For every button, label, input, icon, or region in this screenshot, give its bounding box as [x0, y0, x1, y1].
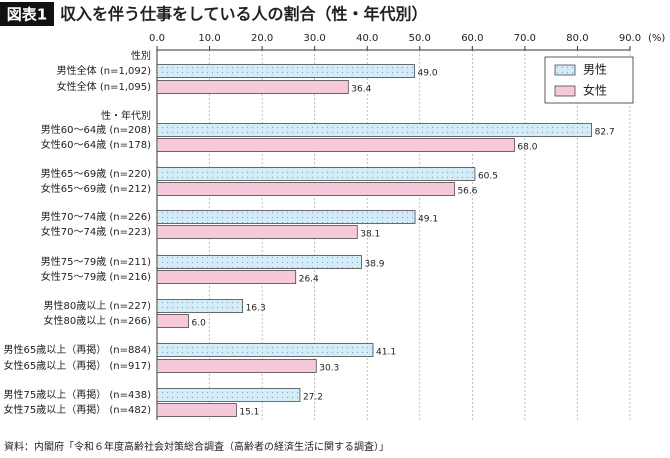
- bar: [156, 123, 592, 137]
- figure-label: 図表1: [7, 6, 47, 24]
- x-tick-label: 50.0: [409, 33, 431, 44]
- x-tick-label: 40.0: [356, 33, 378, 44]
- value-label: 16.3: [246, 304, 266, 314]
- chart-title: 収入を伴う仕事をしている人の割合（性・年代別）: [60, 5, 428, 24]
- value-label: 49.1: [418, 215, 438, 225]
- value-label: 41.1: [376, 348, 396, 358]
- group-label: 性別: [131, 49, 151, 62]
- y-tick-label: 女性全体 (n=1,095): [57, 80, 151, 93]
- value-label: 49.0: [418, 69, 438, 79]
- bar: [156, 270, 297, 284]
- legend-label: 女性: [583, 83, 607, 98]
- value-label: 6.0: [192, 319, 207, 329]
- y-tick-label: 女性65歳以上（再掲） (n=917): [3, 359, 151, 372]
- y-tick-label: 男性60～64歳 (n=208): [41, 123, 151, 136]
- bar: [156, 225, 358, 239]
- y-tick-label: 女性80歳以上 (n=266): [43, 314, 151, 327]
- bar: [156, 80, 349, 94]
- bar: [156, 314, 189, 328]
- bar: [156, 403, 237, 417]
- x-tick-label: 30.0: [304, 33, 326, 44]
- legend-label: 男性: [583, 63, 607, 77]
- x-unit: (%): [648, 33, 665, 44]
- bar: [156, 343, 374, 357]
- value-label: 15.1: [239, 408, 259, 418]
- value-label: 30.3: [319, 364, 339, 374]
- x-tick-label: 90.0: [619, 33, 641, 44]
- bar: [156, 299, 244, 313]
- value-label: 60.5: [478, 172, 498, 182]
- y-tick-label: 男性70～74歳 (n=226): [41, 210, 151, 223]
- x-tick-label: 20.0: [251, 33, 273, 44]
- y-tick-label: 女性60～64歳 (n=178): [41, 138, 151, 151]
- bar: [156, 210, 416, 224]
- y-tick-label: 男性75歳以上（再掲） (n=438): [3, 388, 151, 401]
- value-label: 68.0: [517, 143, 537, 153]
- value-label: 38.1: [360, 230, 380, 240]
- value-label: 56.6: [457, 187, 477, 197]
- bar: [156, 182, 455, 196]
- value-label: 27.2: [303, 393, 323, 403]
- bar: [156, 255, 362, 269]
- x-tick-label: 60.0: [461, 33, 483, 44]
- y-tick-label: 女性70～74歳 (n=223): [41, 225, 151, 238]
- bar: [156, 64, 415, 78]
- value-label: 82.7: [595, 128, 615, 138]
- y-tick-label: 男性65～69歳 (n=220): [41, 167, 151, 180]
- y-tick-label: 女性65～69歳 (n=212): [41, 182, 151, 195]
- value-label: 26.4: [299, 275, 319, 285]
- bar: [156, 388, 301, 402]
- bar: [156, 359, 317, 373]
- value-label: 36.4: [351, 85, 371, 95]
- y-tick-label: 女性75～79歳 (n=216): [41, 270, 151, 283]
- y-tick-label: 男性65歳以上（再掲） (n=884): [3, 343, 151, 356]
- y-tick-label: 男性80歳以上 (n=227): [43, 299, 151, 312]
- value-label: 38.9: [364, 260, 384, 270]
- x-tick-label: 70.0: [514, 33, 536, 44]
- bar: [156, 167, 476, 181]
- y-tick-label: 男性全体 (n=1,092): [57, 64, 151, 77]
- group-label: 性・年代別: [101, 109, 151, 122]
- x-tick-label: 80.0: [566, 33, 588, 44]
- x-tick-label: 10.0: [198, 33, 220, 44]
- y-tick-label: 男性75～79歳 (n=211): [41, 255, 151, 268]
- legend-swatch: [554, 64, 576, 76]
- bar: [156, 138, 515, 152]
- figure-label-box: [0, 2, 54, 26]
- legend-swatch: [554, 85, 576, 97]
- source-note: 資料：内閣府「令和６年度高齢社会対策総合調査（高齢者の経済生活に関する調査）」: [4, 440, 389, 453]
- y-tick-label: 女性75歳以上（再掲） (n=482): [3, 403, 151, 416]
- x-tick-label: 0.0: [149, 33, 165, 44]
